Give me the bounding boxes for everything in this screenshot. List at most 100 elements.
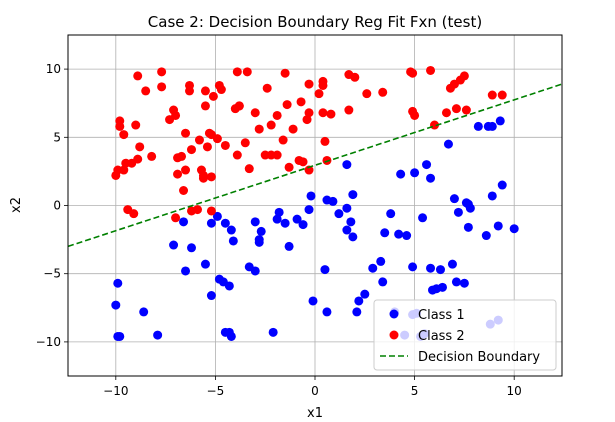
data-point [187,243,196,253]
data-point [157,82,167,92]
data-point [133,71,143,81]
data-point [308,296,318,306]
data-point [129,209,139,219]
data-point [200,86,210,96]
data-point [181,165,191,175]
data-point [408,68,418,78]
data-point [368,263,378,273]
data-point [451,104,461,114]
data-point [192,205,202,215]
x-tick-label: 5 [411,384,419,398]
data-point [224,281,234,291]
data-point [187,145,196,155]
data-point [350,72,360,82]
data-point [153,330,163,340]
data-point [206,172,216,182]
data-point [113,278,123,288]
data-point [208,91,218,101]
x-tick-label: −10 [103,384,128,398]
data-point [441,108,451,118]
data-point [322,155,332,165]
data-point [133,154,143,164]
data-point [487,191,497,201]
data-point [200,101,210,111]
data-point [274,207,284,217]
data-point [302,115,312,125]
data-point [463,199,473,209]
data-point [220,140,230,150]
data-point [266,120,276,130]
legend-marker-class-2 [389,330,399,340]
data-point [410,168,420,178]
data-point [232,150,242,160]
data-point [318,76,328,86]
chart-title: Case 2: Decision Boundary Reg Fit Fxn (t… [148,13,482,31]
data-point [322,307,332,317]
data-point [422,160,432,170]
data-point [185,80,195,90]
data-point [254,237,264,247]
data-point [250,266,260,276]
x-tick-label: 0 [311,384,319,398]
x-tick-label: 10 [507,384,522,398]
data-point [386,209,396,219]
axis-ticks: −10 −5 0 5 10 −10 −5 0 5 10 [36,62,522,398]
legend: Class 1 Class 2 Decision Boundary [373,299,557,371]
data-point [250,217,260,227]
data-point [346,217,356,227]
data-point [226,225,236,235]
data-point [212,211,222,221]
data-point [226,331,236,341]
data-point [426,65,436,75]
data-point [206,291,216,301]
data-point [318,108,328,118]
legend-label-boundary: Decision Boundary [418,350,540,365]
data-point [256,226,266,236]
data-point [181,128,191,138]
data-point [352,307,362,317]
data-point [272,214,282,224]
data-point [348,232,358,242]
data-point [306,191,316,201]
data-point [342,160,352,170]
data-point [447,259,457,269]
data-point [314,89,324,99]
data-point [135,142,145,152]
y-tick-label: 5 [53,130,61,144]
data-point [179,217,189,227]
data-point [111,300,121,310]
data-point [493,221,503,231]
data-point [304,79,314,89]
data-point [240,138,250,148]
data-point [497,180,507,190]
data-point [298,220,308,230]
data-point [288,124,298,134]
data-point [360,289,370,299]
data-point [378,277,388,287]
data-point [304,165,314,175]
x-axis-label: x1 [307,406,323,421]
series-class-2 [111,65,507,223]
data-point [194,135,204,145]
data-point [292,214,302,224]
series-class-1 [111,116,519,341]
data-point [426,263,436,273]
data-point [449,194,459,204]
data-point [115,331,125,341]
data-point [169,240,179,250]
data-point [459,278,469,288]
data-point [198,173,208,183]
data-point [396,169,406,179]
y-tick-label: 0 [53,199,61,213]
data-point [278,135,288,145]
data-point [354,296,364,306]
data-point [244,164,254,174]
data-point [280,68,290,78]
data-point [435,265,445,275]
legend-label-class-1: Class 1 [418,308,465,323]
data-point [473,121,483,131]
data-point [380,228,390,238]
data-point [206,218,216,228]
data-point [119,165,129,175]
data-point [348,190,358,200]
